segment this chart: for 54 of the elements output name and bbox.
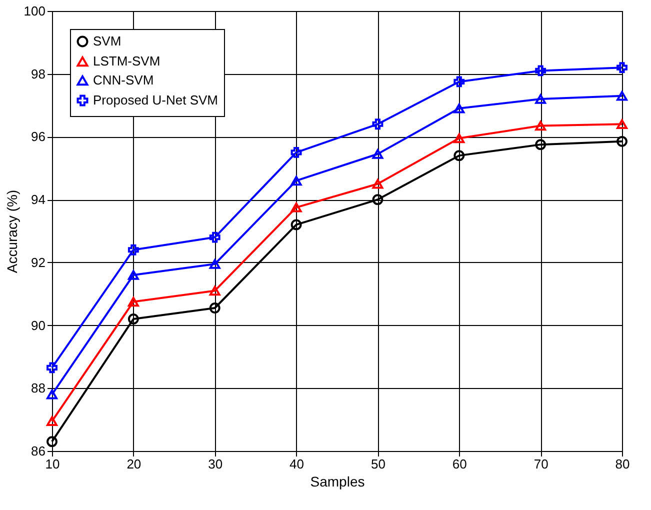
y-tick-label: 92 [31, 254, 46, 270]
legend-label: LSTM-SVM [93, 54, 160, 68]
x-tick-label: 80 [615, 456, 630, 472]
y-axis-title: Accuracy (%) [4, 190, 20, 274]
legend-label: Proposed U-Net SVM [93, 92, 218, 108]
point [535, 65, 546, 76]
legend-label: CNN-SVM [93, 72, 154, 88]
point [616, 62, 628, 74]
point [616, 119, 628, 130]
point [454, 104, 465, 114]
point [290, 219, 302, 230]
x-tick-label: 50 [370, 456, 386, 472]
point [535, 139, 546, 150]
point [209, 259, 220, 269]
y-tick-label: 100 [24, 4, 46, 18]
point [454, 76, 465, 88]
point [616, 90, 628, 101]
point [128, 314, 139, 324]
y-tick-label: 96 [31, 129, 46, 144]
point [454, 133, 465, 144]
x-tick-label: 20 [126, 456, 142, 472]
point [209, 232, 220, 243]
point [46, 390, 58, 400]
point [372, 178, 384, 189]
point [209, 302, 220, 314]
y-tick-label: 86 [31, 444, 46, 458]
x-tick-label: 40 [290, 456, 304, 472]
point [46, 436, 58, 448]
y-tick-label: 90 [31, 318, 46, 333]
point [454, 150, 465, 162]
point [372, 194, 384, 206]
point [46, 416, 58, 426]
point [372, 149, 384, 159]
point [209, 286, 220, 296]
x-tick-label: 10 [45, 456, 60, 472]
x-axis-title: Samples [310, 474, 365, 490]
legend-label: SVM [93, 34, 122, 48]
point [535, 120, 546, 131]
y-tick-label: 94 [31, 192, 46, 208]
x-tick-label: 30 [208, 456, 223, 472]
point [290, 146, 302, 158]
point [128, 244, 139, 256]
point [372, 118, 384, 130]
point [128, 270, 139, 280]
point [616, 136, 628, 147]
y-tick-label: 88 [31, 380, 46, 396]
y-tick-label: 98 [31, 66, 46, 82]
point [46, 362, 58, 374]
point [290, 202, 302, 212]
point [535, 94, 546, 104]
x-tick-label: 60 [452, 456, 467, 472]
point [290, 176, 302, 186]
point [128, 296, 139, 307]
x-tick-label: 70 [534, 456, 548, 472]
